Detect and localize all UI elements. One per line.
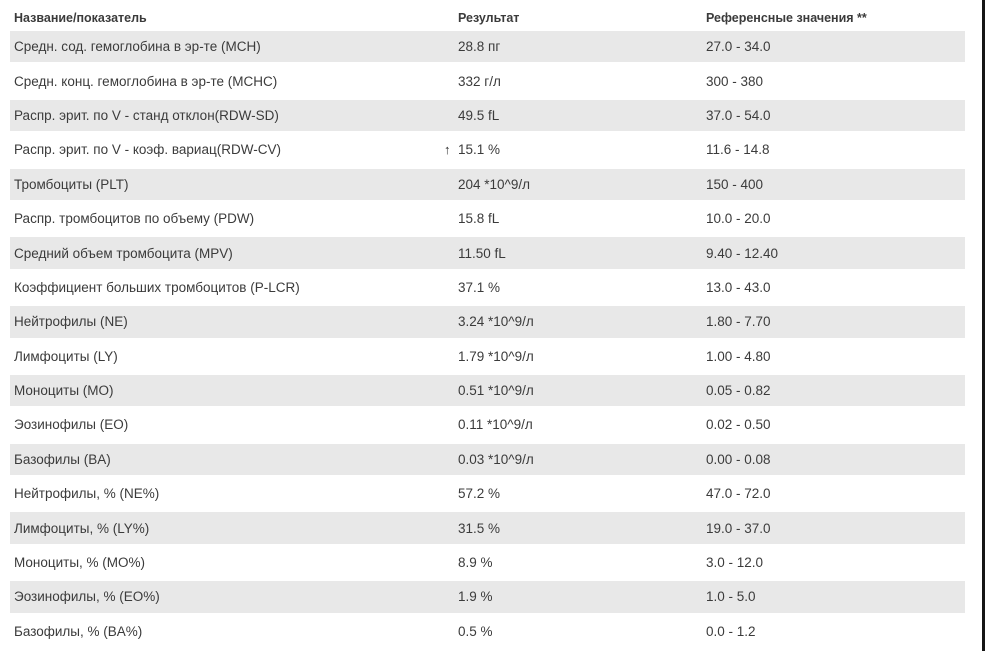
parameter-name-cell: Средний объем тромбоцита (MPV) (14, 245, 233, 261)
result-cell: ↑ 15.1 % (444, 142, 702, 158)
result-cell: 11.50 fL (454, 246, 702, 261)
table-row: Базофилы, % (BA%) 0.5 % 0.0 - 1.2 (10, 613, 965, 649)
parameter-name-cell: Коэффициент больших тромбоцитов (P-LCR) (14, 279, 300, 295)
result-value: 15.8 fL (458, 211, 500, 227)
result-value: 1.79 *10^9/л (458, 348, 534, 364)
parameter-name-cell: Моноциты (MO) (14, 383, 114, 399)
result-cell: 57.2 % (454, 486, 702, 501)
lab-results-table: Название/показатель Результат Референсны… (10, 6, 965, 649)
result-cell: 8.9 % (454, 555, 702, 570)
reference-range-cell: 150 - 400 (706, 176, 764, 192)
reference-range-cell: 27.0 - 34.0 (706, 39, 771, 55)
table-row: Коэффициент больших тромбоцитов (P-LCR) … (10, 269, 965, 305)
result-value: 8.9 % (458, 555, 493, 571)
result-cell: 332 г/л (454, 74, 702, 89)
window-right-border-line (982, 0, 985, 651)
table-header-row: Название/показатель Результат Референсны… (10, 6, 965, 29)
table-row: Эозинофилы, % (EO%) 1.9 % 1.0 - 5.0 (10, 579, 965, 614)
result-value: 1.9 % (458, 589, 493, 605)
reference-range-cell: 37.0 - 54.0 (706, 107, 771, 123)
result-value: 28.8 пг (458, 39, 501, 55)
result-cell: 1.79 *10^9/л (454, 349, 702, 364)
result-cell: 0.11 *10^9/л (454, 417, 702, 432)
reference-range-cell: 1.80 - 7.70 (706, 314, 771, 330)
parameter-name-cell: Распр. тромбоцитов по объему (PDW) (14, 211, 255, 227)
parameter-name-cell: Базофилы, % (BA%) (14, 623, 143, 639)
table-body: Средн. сод. гемоглобина в эр-те (MCH) 28… (10, 29, 965, 649)
reference-range-cell: 300 - 380 (706, 73, 764, 89)
result-value: 31.5 % (458, 520, 501, 536)
parameter-name-cell: Лимфоциты, % (LY%) (14, 520, 150, 536)
table-row: Моноциты (MO) 0.51 *10^9/л 0.05 - 0.82 (10, 372, 965, 408)
result-cell: 204 *10^9/л (454, 177, 702, 192)
result-value: 15.1 % (458, 142, 501, 158)
reference-range-cell: 9.40 - 12.40 (706, 245, 779, 261)
parameter-name-cell: Базофилы (BA) (14, 451, 111, 467)
parameter-name-cell: Эозинофилы (EO) (14, 417, 129, 433)
reference-range-cell: 0.0 - 1.2 (706, 623, 756, 639)
table-row: Распр. тромбоцитов по объему (PDW) 15.8 … (10, 200, 965, 236)
result-value: 0.11 *10^9/л (458, 417, 533, 433)
result-value: 0.5 % (458, 623, 493, 639)
table-row: Средний объем тромбоцита (MPV) 11.50 fL … (10, 235, 965, 270)
result-cell: 0.51 *10^9/л (454, 383, 702, 398)
table-row: Лимфоциты, % (LY%) 31.5 % 19.0 - 37.0 (10, 510, 965, 545)
result-cell: 28.8 пг (454, 39, 702, 54)
reference-range-cell: 47.0 - 72.0 (706, 486, 771, 502)
table-row: Лимфоциты (LY) 1.79 *10^9/л 1.00 - 4.80 (10, 338, 965, 373)
parameter-name-cell: Средн. конц. гемоглобина в эр-те (MCHC) (14, 73, 278, 89)
result-cell: 15.8 fL (454, 211, 702, 226)
result-cell: 0.03 *10^9/л (454, 452, 702, 467)
high-value-arrow-icon: ↑ (444, 141, 451, 157)
result-cell: 37.1 % (454, 280, 702, 295)
result-value: 0.51 *10^9/л (458, 383, 534, 399)
table-row: Распр. эрит. по V - станд отклон(RDW-SD)… (10, 97, 965, 133)
result-value: 332 г/л (458, 73, 501, 89)
reference-range-cell: 10.0 - 20.0 (706, 211, 771, 227)
reference-range-cell: 3.0 - 12.0 (706, 555, 764, 571)
result-cell: 1.9 % (454, 589, 702, 604)
result-cell: 31.5 % (454, 521, 702, 536)
table-row: Базофилы (BA) 0.03 *10^9/л 0.00 - 0.08 (10, 441, 965, 477)
table-row: Эозинофилы (EO) 0.11 *10^9/л 0.02 - 0.50 (10, 407, 965, 442)
column-header-result: Результат (458, 10, 520, 25)
table-row: Средн. сод. гемоглобина в эр-те (MCH) 28… (10, 29, 965, 64)
column-header-reference: Референсные значения ** (706, 10, 867, 25)
parameter-name-cell: Эозинофилы, % (EO%) (14, 589, 160, 605)
reference-range-cell: 13.0 - 43.0 (706, 279, 771, 295)
parameter-name-cell: Нейтрофилы (NE) (14, 314, 128, 330)
parameter-name-cell: Распр. эрит. по V - станд отклон(RDW-SD) (14, 107, 279, 123)
result-value: 57.2 % (458, 486, 501, 502)
result-value: 11.50 fL (458, 245, 506, 261)
table-row: Нейтрофилы (NE) 3.24 *10^9/л 1.80 - 7.70 (10, 304, 965, 339)
reference-range-cell: 0.00 - 0.08 (706, 451, 771, 467)
result-cell: 0.5 % (454, 624, 702, 639)
reference-range-cell: 11.6 - 14.8 (706, 142, 770, 158)
table-row: Распр. эрит. по V - коэф. вариац(RDW-CV)… (10, 132, 965, 167)
result-value: 3.24 *10^9/л (458, 314, 534, 330)
table-row: Тромбоциты (PLT) 204 *10^9/л 150 - 400 (10, 166, 965, 201)
reference-range-cell: 1.0 - 5.0 (706, 589, 756, 605)
parameter-name-cell: Средн. сод. гемоглобина в эр-те (MCH) (14, 39, 261, 55)
parameter-name-cell: Моноциты, % (MO%) (14, 555, 146, 571)
reference-range-cell: 19.0 - 37.0 (706, 520, 771, 536)
table-row: Нейтрофилы, % (NE%) 57.2 % 47.0 - 72.0 (10, 476, 965, 511)
result-value: 49.5 fL (458, 107, 500, 123)
result-cell: 49.5 fL (454, 108, 702, 123)
parameter-name-cell: Лимфоциты (LY) (14, 348, 118, 364)
result-value: 37.1 % (458, 279, 501, 295)
result-cell: 3.24 *10^9/л (454, 314, 702, 329)
column-header-name: Название/показатель (14, 10, 147, 25)
parameter-name-cell: Тромбоциты (PLT) (14, 176, 129, 192)
parameter-name-cell: Нейтрофилы, % (NE%) (14, 486, 160, 502)
reference-range-cell: 1.00 - 4.80 (706, 348, 771, 364)
table-row: Моноциты, % (MO%) 8.9 % 3.0 - 12.0 (10, 544, 965, 580)
result-value: 204 *10^9/л (458, 176, 531, 192)
result-value: 0.03 *10^9/л (458, 451, 534, 467)
reference-range-cell: 0.05 - 0.82 (706, 383, 771, 399)
reference-range-cell: 0.02 - 0.50 (706, 417, 771, 433)
table-row: Средн. конц. гемоглобина в эр-те (MCHC) … (10, 63, 965, 98)
parameter-name-cell: Распр. эрит. по V - коэф. вариац(RDW-CV) (14, 142, 281, 158)
